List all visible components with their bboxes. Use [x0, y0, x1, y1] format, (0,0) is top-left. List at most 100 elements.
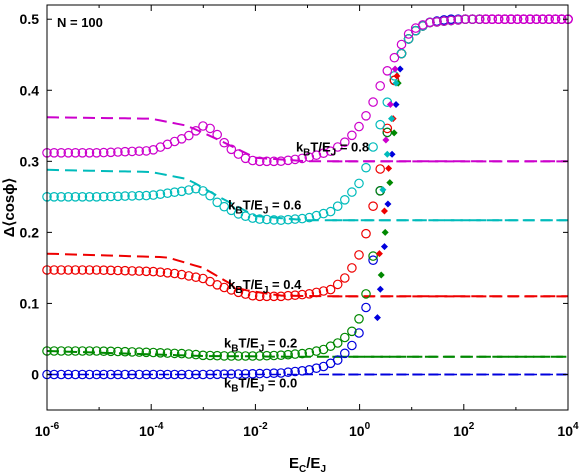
data-point — [261, 368, 272, 379]
data-point — [212, 197, 222, 208]
data-point — [240, 351, 251, 361]
data-point — [403, 29, 414, 39]
data-point — [396, 39, 407, 50]
data-point — [368, 142, 378, 152]
data-point — [162, 348, 173, 358]
data-point — [297, 153, 307, 164]
diamonds-4 — [382, 65, 399, 144]
data-point — [106, 191, 116, 202]
data-point — [184, 271, 194, 281]
data-point — [219, 282, 229, 293]
data-point — [269, 291, 279, 302]
y-tick-label: 0.2 — [20, 224, 40, 240]
data-point — [332, 355, 343, 365]
data-point — [120, 191, 130, 201]
data-point — [518, 14, 529, 25]
data-point — [354, 121, 364, 132]
data-point — [368, 255, 378, 265]
data-point — [84, 369, 95, 380]
curve-annotation: kBT/EJ = 0.4 — [228, 277, 302, 296]
data-point — [318, 148, 329, 158]
data-point — [269, 350, 279, 361]
data-point — [254, 291, 265, 302]
data-point — [169, 369, 180, 380]
data-point — [184, 369, 194, 380]
data-point — [332, 201, 343, 211]
data-point — [169, 268, 180, 279]
data-point — [417, 20, 428, 30]
data-point — [226, 144, 237, 155]
data-point — [91, 148, 102, 158]
data-point — [311, 287, 322, 298]
data-point — [354, 178, 364, 189]
data-point — [63, 369, 74, 380]
data-point — [134, 347, 144, 357]
data-point — [375, 119, 385, 130]
data-point — [141, 146, 152, 156]
data-point — [432, 16, 442, 27]
data-point — [162, 369, 173, 380]
data-point — [354, 250, 364, 260]
data-point — [176, 186, 187, 197]
data-point — [184, 130, 194, 141]
diamond-point — [380, 243, 388, 251]
data-point — [91, 265, 102, 275]
diamond-point — [390, 129, 398, 137]
x-tick-label: 100 — [349, 421, 371, 439]
diamonds-0 — [373, 65, 404, 322]
data-point — [148, 190, 159, 200]
data-point — [247, 351, 258, 361]
data-point — [70, 192, 81, 202]
data-point — [98, 346, 109, 356]
diamond-point — [384, 200, 392, 208]
data-point — [297, 213, 307, 224]
data-point — [339, 195, 350, 205]
data-point — [233, 351, 244, 361]
data-point — [247, 368, 258, 379]
data-point — [375, 164, 385, 174]
data-point — [113, 346, 123, 357]
data-point — [261, 350, 272, 361]
data-point — [134, 369, 144, 380]
y-tick-label: 0.4 — [20, 82, 40, 98]
data-point — [240, 153, 251, 164]
diamonds-3 — [379, 79, 400, 194]
data-point — [254, 156, 265, 167]
dashed-curve-3 — [46, 116, 568, 163]
data-point — [290, 290, 300, 300]
data-point — [269, 368, 279, 378]
diamond-point — [382, 136, 390, 144]
data-point — [155, 189, 166, 199]
data-point — [56, 192, 66, 202]
data-point — [290, 214, 300, 224]
data-point — [226, 285, 237, 295]
data-point — [261, 291, 272, 302]
data-markers — [42, 14, 573, 380]
data-point — [70, 369, 81, 380]
data-point — [70, 148, 81, 158]
y-tick-label: 0.1 — [20, 295, 40, 311]
data-point — [339, 332, 350, 343]
data-point — [276, 156, 286, 166]
data-point — [403, 34, 414, 44]
diamond-point — [379, 186, 387, 194]
axes — [46, 4, 569, 411]
data-point — [134, 146, 144, 156]
data-point — [205, 123, 215, 134]
data-point — [191, 272, 201, 282]
data-point — [91, 192, 102, 202]
data-point — [49, 148, 59, 158]
series-3 — [42, 14, 573, 225]
diamond-point — [375, 250, 383, 258]
data-point — [91, 369, 102, 380]
data-point — [487, 14, 497, 25]
diamond-point — [391, 65, 399, 73]
data-point — [368, 251, 378, 261]
data-point — [127, 191, 137, 201]
data-point — [184, 349, 194, 359]
diamond-point — [388, 115, 396, 123]
curve-annotation: kBT/EJ = 0.8 — [296, 139, 369, 158]
data-point — [460, 14, 471, 25]
data-point — [304, 288, 315, 299]
data-point — [240, 369, 251, 379]
